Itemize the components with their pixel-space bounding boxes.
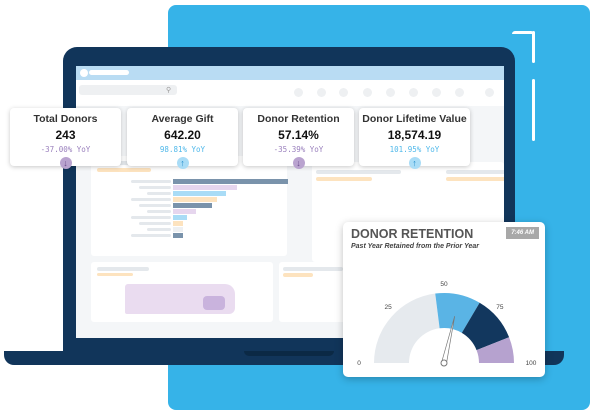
timestamp-badge: 7:46 AM: [506, 227, 539, 239]
arrow-down-icon: ↓: [59, 157, 72, 169]
bar: [173, 185, 238, 190]
search-input[interactable]: [79, 85, 177, 95]
kpi-value: 57.14%: [278, 128, 319, 142]
bar-label-placeholder: [147, 192, 171, 195]
toolbar-icon[interactable]: [485, 88, 494, 97]
kpi-title: Donor Lifetime Value: [362, 113, 467, 125]
decorative-line: [512, 31, 534, 34]
kpi-title: Average Gift: [151, 113, 214, 125]
gauge-tick-label: 0: [357, 360, 361, 367]
search-icon[interactable]: ⚲: [166, 87, 172, 94]
gauge-band: [476, 337, 514, 363]
bar-label-placeholder: [131, 180, 171, 183]
toolbar-icon[interactable]: [294, 88, 303, 97]
logo-icon: [80, 69, 88, 77]
kpi-value: 243: [55, 128, 76, 142]
kpi-title: Total Donors: [33, 113, 98, 125]
bar-label-placeholder: [131, 198, 171, 201]
arrow-up-icon: ↑: [408, 157, 421, 169]
bar-label-placeholder: [147, 210, 171, 213]
decorative-line: [532, 31, 535, 63]
gauge-card: 0 25 50 75 100 DONOR RETENTION Past Year Ret…: [343, 222, 545, 377]
bar-label-placeholder: [131, 234, 171, 237]
toolbar-icon[interactable]: [339, 88, 348, 97]
browser-header: [76, 66, 504, 80]
toolbar-icon[interactable]: [409, 88, 418, 97]
kpi-yoy: -37.00% YoY: [40, 145, 91, 154]
bar-label-placeholder: [139, 186, 171, 189]
gauge-tick-label: 25: [385, 304, 393, 311]
kpi-yoy: 98.81% YoY: [159, 145, 206, 154]
bar-label-placeholder: [131, 216, 171, 219]
bar: [173, 209, 196, 214]
toolbar-icon[interactable]: [386, 88, 395, 97]
kpi-title: Donor Retention: [257, 113, 340, 125]
gauge-tick-label: 100: [526, 360, 537, 367]
gauge-subtitle: Past Year Retained from the Prior Year: [351, 243, 479, 250]
gauge-band: [374, 293, 440, 363]
map-region: [203, 296, 225, 310]
kpi-value: 18,574.19: [387, 128, 442, 142]
map-panel: [91, 262, 273, 322]
bar: [173, 233, 184, 238]
kpi-card[interactable]: Average Gift 642.20 98.81% YoY ↑: [127, 108, 238, 169]
gauge-tick-label: 75: [496, 304, 504, 311]
kpi-card[interactable]: Donor Retention 57.14% -35.39% YoY ↓: [243, 108, 354, 169]
gauge-hub: [440, 359, 448, 367]
gauge-title: DONOR RETENTION: [351, 227, 474, 241]
bar: [173, 203, 213, 208]
kpi-card[interactable]: Donor Lifetime Value 18,574.19 101.95% Y…: [359, 108, 470, 169]
list-panel: [279, 262, 349, 322]
bar-label-placeholder: [139, 222, 171, 225]
toolbar-icon[interactable]: [432, 88, 441, 97]
gauge-band: [435, 293, 480, 333]
gauge-tick-label: 50: [440, 281, 448, 288]
kpi-value: 642.20: [164, 128, 201, 142]
bar-label-placeholder: [139, 204, 171, 207]
bar: [173, 179, 288, 184]
gauge-band: [461, 302, 510, 351]
toolbar-icon[interactable]: [455, 88, 464, 97]
kpi-card[interactable]: Total Donors 243 -37.00% YoY ↓: [10, 108, 121, 169]
bar-label-placeholder: [147, 228, 171, 231]
arrow-up-icon: ↑: [176, 157, 189, 169]
arrow-down-icon: ↓: [292, 157, 305, 169]
bar: [173, 197, 217, 202]
decorative-line: [532, 79, 535, 141]
bar: [173, 215, 187, 220]
bar: [173, 227, 184, 232]
kpi-yoy: 101.95% YoY: [389, 145, 440, 154]
laptop-notch: [244, 351, 334, 356]
kpi-yoy: -35.39% YoY: [273, 145, 324, 154]
toolbar-icon[interactable]: [363, 88, 372, 97]
bar: [173, 191, 226, 196]
bar-chart-panel: [91, 156, 297, 256]
toolbar-icon[interactable]: [317, 88, 326, 97]
bar: [173, 221, 184, 226]
gauge-chart: 0 25 50 75 100: [357, 281, 537, 367]
app-title-placeholder: [89, 70, 129, 75]
